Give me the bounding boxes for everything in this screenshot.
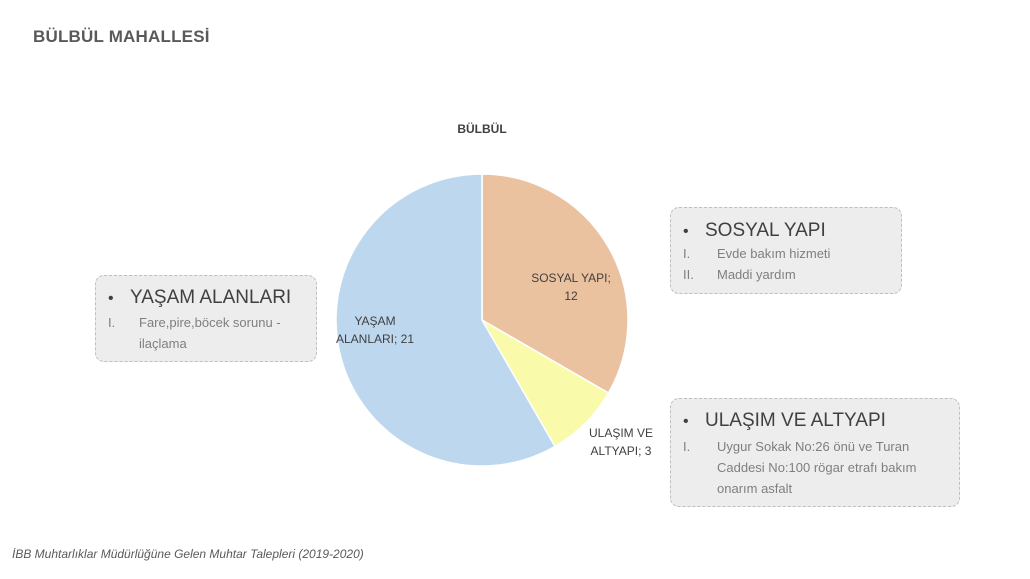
- callout-item: I. Uygur Sokak No:26 önü ve Turan Caddes…: [683, 436, 953, 499]
- callout-item: I. Evde bakım hizmeti: [683, 243, 893, 264]
- pie-slice-yaşam-alanlari: [335, 173, 557, 467]
- callout-heading: • YAŞAM ALANLARI: [108, 287, 291, 309]
- item-text: Uygur Sokak No:26 önü ve Turan Caddesi N…: [717, 439, 917, 496]
- item-number: II.: [683, 267, 694, 282]
- callout-item: II. Maddi yardım: [683, 264, 893, 285]
- source-note: İBB Muhtarlıklar Müdürlüğüne Gelen Muhta…: [12, 547, 364, 561]
- item-text: Maddi yardım: [717, 267, 796, 282]
- bullet-icon: •: [683, 413, 689, 430]
- item-number: I.: [683, 439, 691, 454]
- item-text: Fare,pire,böcek sorunu - ilaçlama: [139, 315, 281, 351]
- callout-heading: • SOSYAL YAPI: [683, 220, 826, 242]
- callout-item: I. Fare,pire,böcek sorunu - ilaçlama: [108, 312, 308, 354]
- item-number: I.: [683, 246, 691, 261]
- bullet-icon: •: [108, 290, 114, 307]
- slice-data-label: ULAŞIM VE ALTYAPI; 3: [589, 426, 653, 458]
- chart-title: BÜLBÜL: [457, 122, 507, 136]
- callout-sosyal-yapi: • SOSYAL YAPI I. Evde bakım hizmeti II. M…: [670, 207, 902, 294]
- slice-data-label: YAŞAM ALANLARI; 21: [336, 314, 414, 346]
- callout-heading-text: ULAŞIM VE ALTYAPI: [705, 410, 886, 431]
- callout-yasam-alanlari: • YAŞAM ALANLARI I. Fare,pire,böcek sorun…: [95, 275, 317, 362]
- page-title: BÜLBÜL MAHALLESİ: [33, 27, 210, 46]
- pie-slice-sosyal-yapi: [481, 173, 629, 395]
- bullet-icon: •: [683, 223, 689, 240]
- callout-heading-text: SOSYAL YAPI: [705, 220, 826, 241]
- callout-heading-text: YAŞAM ALANLARI: [130, 287, 292, 308]
- item-text: Evde bakım hizmeti: [717, 246, 831, 261]
- slice-data-label: SOSYAL YAPI; 12: [531, 271, 611, 303]
- callout-heading: • ULAŞIM VE ALTYAPI: [683, 410, 886, 432]
- callout-ulasim-altyapi: • ULAŞIM VE ALTYAPI I. Uygur Sokak No:26 …: [670, 398, 960, 507]
- item-number: I.: [108, 315, 116, 330]
